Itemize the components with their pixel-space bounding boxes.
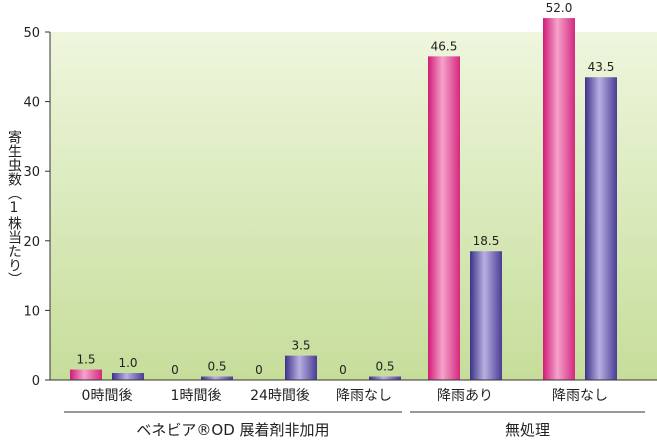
bar <box>369 376 401 380</box>
y-tick-label: 40 <box>23 96 40 111</box>
bar-value-label: 1.0 <box>118 356 137 370</box>
bar-value-label: 43.5 <box>588 60 615 74</box>
y-tick-label: 50 <box>23 26 40 41</box>
bar-value-label: 0 <box>339 363 347 377</box>
bar-value-label: 52.0 <box>546 1 573 15</box>
bar <box>543 18 575 381</box>
bar <box>112 373 144 380</box>
bar-value-label: 3.5 <box>291 339 310 353</box>
x-category-label: 24時間後 <box>250 388 310 404</box>
bar-value-label: 18.5 <box>473 234 500 248</box>
group-label: 無処理 <box>505 421 550 439</box>
bar <box>470 251 502 380</box>
x-category-label: 降雨なし <box>552 388 608 404</box>
bar-value-label: 0 <box>171 363 179 377</box>
bar-value-label: 0.5 <box>375 360 394 374</box>
x-category-label: 降雨なし <box>336 388 392 404</box>
y-tick-label: 20 <box>23 235 40 250</box>
bar-value-label: 46.5 <box>431 39 458 53</box>
x-category-label: 降雨あり <box>437 388 493 404</box>
bar <box>201 376 233 380</box>
bar-value-label: 0.5 <box>207 360 226 374</box>
value-labels: 1.5 0 0 0 46.5 52.0 1.0 0.5 3.5 0.5 18.5 43.5 <box>76 1 614 377</box>
y-tick-label: 0 <box>32 374 40 389</box>
bar <box>428 56 460 381</box>
bar <box>585 77 617 381</box>
x-category-label: 1時間後 <box>171 388 222 404</box>
y-axis: 0 10 20 30 40 50 <box>23 26 51 389</box>
bars <box>70 18 617 381</box>
bar <box>70 369 102 380</box>
bar <box>285 355 317 380</box>
group-label: ベネビア®OD 展着剤非加用 <box>136 421 329 439</box>
x-category-label: 0時間後 <box>82 388 133 404</box>
bar-value-label: 1.5 <box>76 353 95 367</box>
y-tick-label: 10 <box>23 304 40 319</box>
bar-value-label: 0 <box>255 363 263 377</box>
y-tick-label: 30 <box>23 165 40 180</box>
y-axis-label: 寄生虫数（1株当たり） <box>6 129 22 286</box>
